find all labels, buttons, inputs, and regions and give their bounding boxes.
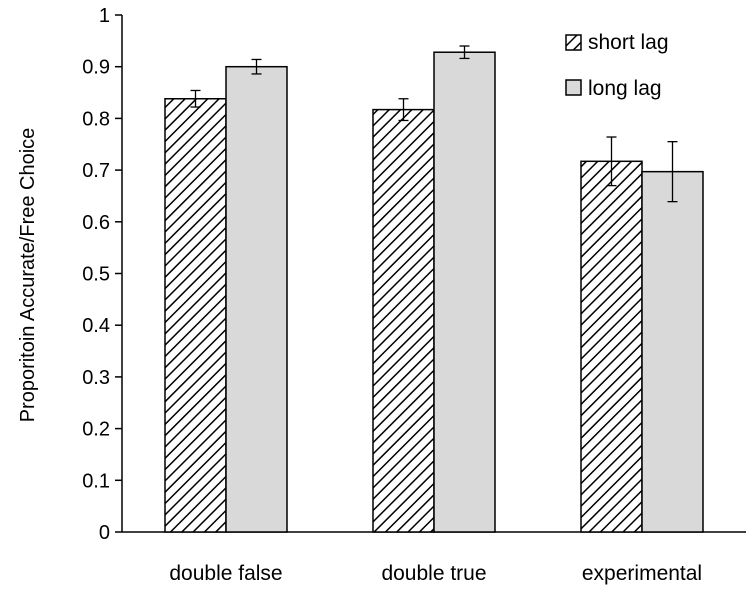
y-axis: 0 0.1 0.2 0.3 0.4 0.5 0.6 0.7 0.8 0.9 1 bbox=[82, 5, 123, 544]
x-tick-label: double false bbox=[169, 562, 282, 585]
bar-short-lag-experimental bbox=[580, 160, 643, 533]
y-tick-label: 0.7 bbox=[82, 160, 110, 182]
bar-long-lag-experimental bbox=[641, 170, 704, 533]
legend: short lag long lag bbox=[565, 31, 669, 100]
legend-swatch-long-lag bbox=[565, 79, 582, 96]
y-tick-label: 1 bbox=[99, 5, 110, 27]
x-axis: double false double true experimental bbox=[122, 531, 746, 585]
bar-short-lag-double-true bbox=[372, 108, 435, 533]
bar-short-lag-double-false bbox=[164, 98, 227, 533]
legend-label-long-lag: long lag bbox=[588, 77, 662, 100]
y-tick-label: 0.2 bbox=[82, 419, 110, 441]
x-tick-label: experimental bbox=[582, 562, 702, 585]
bar-long-lag-double-false bbox=[225, 65, 288, 533]
error-bars-group bbox=[190, 45, 678, 203]
y-axis-label: Proporitoin Accurate/Free Choice bbox=[17, 128, 39, 423]
y-tick-label: 0.6 bbox=[82, 212, 110, 234]
x-tick-label: double true bbox=[381, 562, 486, 585]
y-tick-label: 0 bbox=[99, 522, 110, 544]
bar-long-lag-double-true bbox=[433, 51, 496, 533]
y-tick-label: 0.5 bbox=[82, 264, 110, 286]
y-tick-label: 0.1 bbox=[82, 470, 110, 492]
y-tick-label: 0.3 bbox=[82, 367, 110, 389]
y-tick-label: 0.4 bbox=[82, 315, 110, 337]
y-tick-label: 0.9 bbox=[82, 57, 110, 79]
bars-group bbox=[164, 51, 704, 533]
legend-swatch-short-lag bbox=[565, 34, 582, 51]
y-tick-label: 0.8 bbox=[82, 108, 110, 130]
legend-label-short-lag: short lag bbox=[588, 31, 669, 54]
